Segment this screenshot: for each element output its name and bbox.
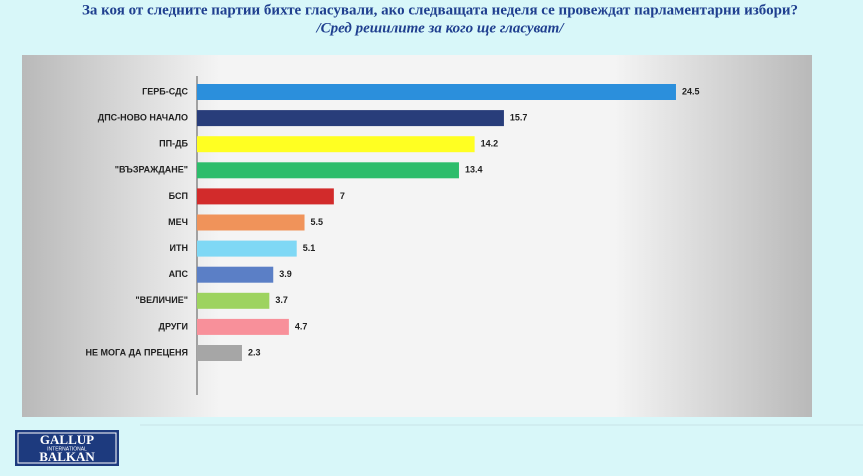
value-label: 13.4 bbox=[465, 165, 483, 175]
category-label: МЕЧ bbox=[168, 217, 188, 227]
category-label: ДПС-НОВО НАЧАЛО bbox=[98, 112, 188, 122]
plot-panel bbox=[22, 55, 812, 417]
bar bbox=[197, 84, 676, 100]
category-label: НЕ МОГА ДА ПРЕЦЕНЯ bbox=[86, 347, 188, 357]
chart-subtitle: /Сред решилите за кого ще гласуват/ bbox=[315, 20, 565, 36]
value-label: 3.9 bbox=[279, 269, 292, 279]
value-label: 5.5 bbox=[311, 217, 324, 227]
bar bbox=[197, 162, 459, 179]
bar bbox=[197, 318, 289, 335]
value-label: 5.1 bbox=[303, 243, 316, 253]
value-label: 24.5 bbox=[682, 86, 700, 96]
bar bbox=[197, 110, 504, 127]
category-label: ПП-ДБ bbox=[159, 139, 188, 149]
category-label: БСП bbox=[169, 191, 188, 201]
logo-box bbox=[15, 430, 119, 466]
category-label: ГЕРБ-СДС bbox=[142, 86, 188, 96]
bar bbox=[197, 345, 242, 361]
bar bbox=[197, 240, 297, 257]
chart-title: За коя от следните партии бихте гласувал… bbox=[82, 2, 798, 18]
value-label: 15.7 bbox=[510, 112, 528, 122]
category-label: "ВЪЗРАЖДАНЕ" bbox=[115, 165, 188, 175]
logo-text: INTERNATIONAL bbox=[47, 446, 87, 452]
bar bbox=[197, 292, 270, 309]
bar bbox=[197, 214, 305, 231]
category-label: ДРУГИ bbox=[159, 321, 188, 331]
category-label: АПС bbox=[169, 269, 189, 279]
bar bbox=[197, 136, 475, 153]
value-label: 14.2 bbox=[481, 139, 499, 149]
logo-frame bbox=[17, 432, 117, 464]
value-label: 4.7 bbox=[295, 321, 308, 331]
logo-text: BALKAN bbox=[39, 449, 95, 464]
bar bbox=[197, 266, 274, 283]
bar bbox=[197, 188, 334, 205]
category-label: "ВЕЛИЧИЕ" bbox=[135, 295, 188, 305]
value-label: 2.3 bbox=[248, 347, 261, 357]
category-label: ИТН bbox=[170, 243, 188, 253]
logo-text: GALLUP bbox=[40, 432, 94, 447]
value-label: 7 bbox=[340, 191, 345, 201]
value-label: 3.7 bbox=[275, 295, 288, 305]
